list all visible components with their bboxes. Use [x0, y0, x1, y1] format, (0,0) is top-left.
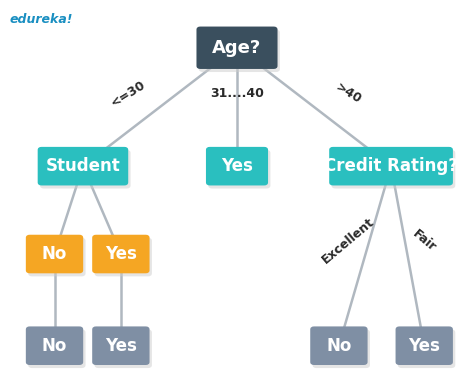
Text: >40: >40 — [333, 81, 364, 107]
Text: Student: Student — [46, 157, 120, 175]
FancyBboxPatch shape — [209, 150, 270, 189]
FancyBboxPatch shape — [26, 326, 83, 365]
FancyBboxPatch shape — [395, 326, 453, 365]
Text: No: No — [42, 337, 67, 355]
FancyBboxPatch shape — [313, 329, 370, 368]
FancyBboxPatch shape — [331, 150, 455, 189]
Text: Credit Rating?: Credit Rating? — [324, 157, 458, 175]
Text: <=30: <=30 — [108, 78, 148, 109]
Text: Age?: Age? — [212, 39, 262, 57]
FancyBboxPatch shape — [37, 147, 128, 186]
FancyBboxPatch shape — [92, 326, 149, 365]
FancyBboxPatch shape — [310, 326, 368, 365]
FancyBboxPatch shape — [28, 238, 85, 277]
FancyBboxPatch shape — [199, 30, 280, 72]
Text: Fair: Fair — [410, 227, 438, 254]
FancyBboxPatch shape — [329, 147, 453, 186]
Text: Yes: Yes — [105, 337, 137, 355]
FancyBboxPatch shape — [196, 26, 277, 69]
Text: 31....40: 31....40 — [210, 87, 264, 100]
Text: No: No — [42, 245, 67, 263]
FancyBboxPatch shape — [206, 147, 268, 186]
FancyBboxPatch shape — [94, 329, 152, 368]
FancyBboxPatch shape — [26, 235, 83, 273]
FancyBboxPatch shape — [92, 235, 149, 273]
FancyBboxPatch shape — [40, 150, 130, 189]
Text: Excellent: Excellent — [319, 215, 377, 266]
Text: Yes: Yes — [408, 337, 440, 355]
FancyBboxPatch shape — [398, 329, 455, 368]
FancyBboxPatch shape — [94, 238, 152, 277]
Text: Yes: Yes — [221, 157, 253, 175]
FancyBboxPatch shape — [28, 329, 85, 368]
Text: edureka!: edureka! — [9, 13, 73, 26]
Text: No: No — [326, 337, 352, 355]
Text: Yes: Yes — [105, 245, 137, 263]
